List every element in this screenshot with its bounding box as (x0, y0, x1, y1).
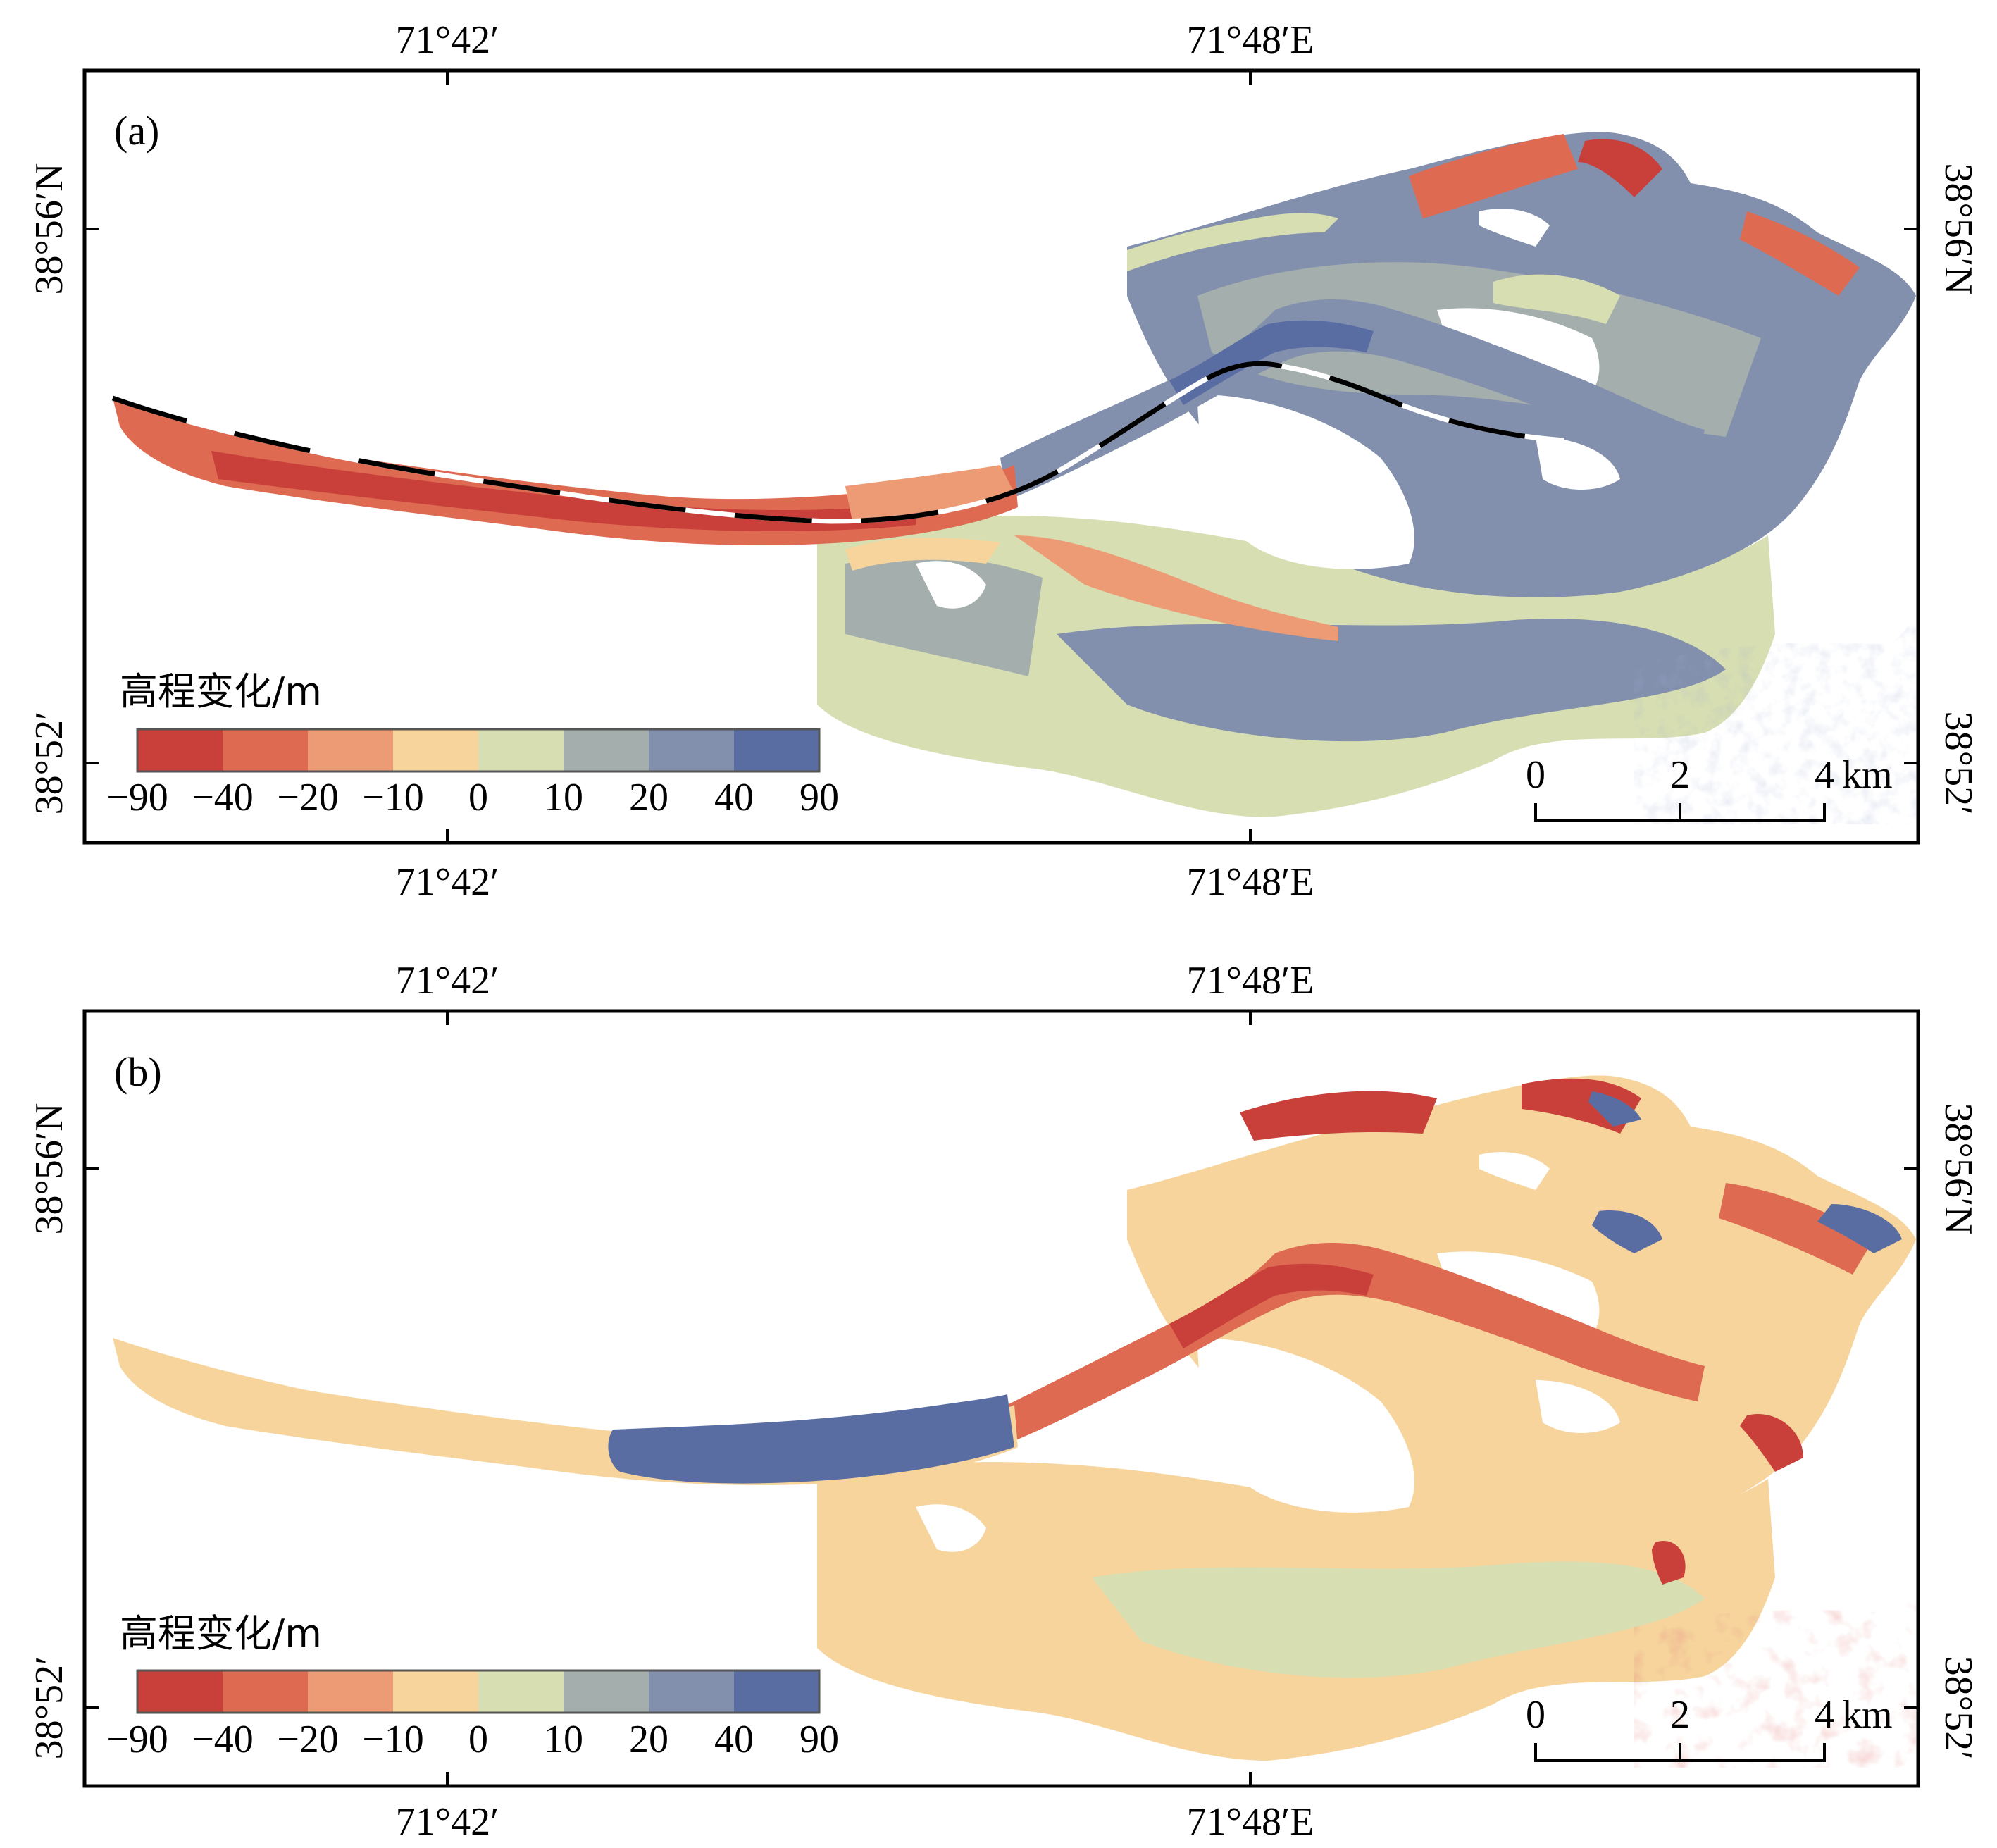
top-lon-label-2: 71°48′E (1187, 959, 1314, 1003)
legend-swatch-2 (223, 1670, 308, 1713)
scale-unit: km (1842, 1693, 1893, 1737)
legend-swatch-6 (564, 1670, 649, 1713)
legend-tick-5: 0 (468, 776, 488, 819)
legend-tick-9: 90 (800, 776, 839, 819)
legend-swatch-4 (393, 1670, 478, 1713)
panel-label: (a) (114, 108, 159, 154)
legend-tick-5: 0 (468, 1718, 488, 1761)
legend-swatch-4 (393, 729, 478, 771)
left-lat-label-2: 38°52′ (27, 1656, 71, 1760)
right-lat-label-1: 38°56′N (1936, 163, 1980, 294)
scale-unit: km (1842, 753, 1893, 797)
top-lon-label-1: 71°42′ (396, 959, 499, 1003)
map-frame (82, 68, 1920, 845)
legend-tick-3: −20 (277, 776, 339, 819)
legend-title: 高程变化/m (120, 669, 322, 714)
scale-tick-2: 2 (1670, 753, 1690, 797)
map-panel-b-svg: 71°42′ 71°48′E 71°42′ 71°48′E 38°56′N 38… (27, 959, 1980, 1844)
left-lat-label-1: 38°56′N (27, 1103, 71, 1234)
legend-tick-2: −40 (192, 1718, 254, 1761)
scale-bar: 0 2 4 km (1526, 753, 1893, 822)
tick-marks (85, 70, 1918, 843)
glacier-elevation-change-raster (113, 127, 1916, 824)
legend-swatch-5 (478, 1670, 564, 1713)
panel-label: (b) (114, 1049, 162, 1095)
legend-swatch-1 (137, 1670, 223, 1713)
legend-swatch-8 (734, 729, 819, 771)
legend-swatches (136, 1669, 821, 1714)
legend-swatch-3 (308, 1670, 393, 1713)
color-legend: 高程变化/m −90 −40 −20 −10 0 10 20 40 90 (106, 669, 839, 819)
right-lat-label-1: 38°56′N (1936, 1103, 1980, 1234)
map-frame (82, 1009, 1920, 1788)
tick-marks (85, 1011, 1918, 1786)
legend-tick-4: −10 (362, 776, 424, 819)
map-panel-b: 71°42′ 71°48′E 71°42′ 71°48′E 38°56′N 38… (0, 922, 1997, 1844)
legend-swatch-2 (223, 729, 308, 771)
glacier-elevation-change-raster (113, 1070, 1916, 1768)
left-lat-label-1: 38°56′N (27, 163, 71, 294)
legend-swatch-3 (308, 729, 393, 771)
profile-line (111, 361, 1564, 524)
legend-swatch-7 (649, 1670, 734, 1713)
legend-tick-9: 90 (800, 1718, 839, 1761)
map-panel-a: 71°42′ 71°48′E 71°42′ 71°48′E 38°56′N 38… (0, 0, 1997, 922)
scale-tick-2: 2 (1670, 1693, 1690, 1737)
scale-tick-4: 4 (1815, 753, 1834, 797)
scale-bar: 0 2 4 km (1526, 1693, 1893, 1762)
legend-swatch-5 (478, 729, 564, 771)
legend-tick-1: −90 (106, 1718, 168, 1761)
top-lon-label-1: 71°42′ (396, 18, 499, 62)
bottom-lon-label-1: 71°42′ (396, 1800, 499, 1844)
legend-tick-4: −10 (362, 1718, 424, 1761)
legend-swatch-8 (734, 1670, 819, 1713)
legend-tick-3: −20 (277, 1718, 339, 1761)
top-lon-label-2: 71°48′E (1187, 18, 1314, 62)
legend-tick-8: 40 (714, 1718, 754, 1761)
legend-swatch-7 (649, 729, 734, 771)
legend-tick-6: 10 (544, 1718, 583, 1761)
bottom-lon-label-2: 71°48′E (1187, 1800, 1314, 1844)
legend-tick-7: 20 (629, 1718, 668, 1761)
legend-swatch-1 (137, 729, 223, 771)
legend-tick-2: −40 (192, 776, 254, 819)
scale-tick-0: 0 (1526, 1693, 1545, 1737)
legend-tick-7: 20 (629, 776, 668, 819)
legend-swatches (136, 728, 821, 773)
scale-tick-0: 0 (1526, 753, 1545, 797)
right-lat-label-2: 38°52′ (1936, 1656, 1980, 1760)
right-lat-label-2: 38°52′ (1936, 712, 1980, 815)
scale-tick-4: 4 (1815, 1693, 1834, 1737)
legend-tick-1: −90 (106, 776, 168, 819)
color-legend: 高程变化/m −90 −40 −20 −10 0 10 20 40 90 (106, 1611, 839, 1761)
legend-swatch-6 (564, 729, 649, 771)
bottom-lon-label-1: 71°42′ (396, 860, 499, 904)
left-lat-label-2: 38°52′ (27, 712, 71, 815)
bottom-lon-label-2: 71°48′E (1187, 860, 1314, 904)
map-panel-a-svg: 71°42′ 71°48′E 71°42′ 71°48′E 38°56′N 38… (27, 18, 1980, 904)
legend-tick-6: 10 (544, 776, 583, 819)
legend-tick-8: 40 (714, 776, 754, 819)
legend-title: 高程变化/m (120, 1611, 322, 1656)
